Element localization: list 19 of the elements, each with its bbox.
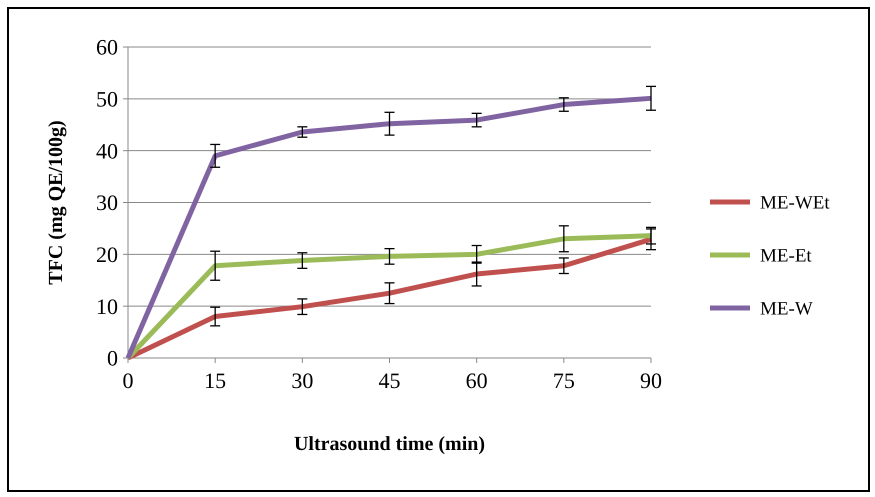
y-tick-label: 10 [96, 294, 118, 319]
x-tick-label: 75 [552, 368, 575, 393]
x-tick-label: 60 [466, 368, 488, 393]
x-axis-title: Ultrasound time (min) [294, 433, 486, 455]
x-tick-label: 45 [378, 368, 400, 393]
x-tick-label: 0 [122, 368, 134, 393]
y-tick-label: 20 [96, 242, 118, 268]
y-tick-label: 0 [107, 346, 118, 371]
y-tick-label: 60 [96, 34, 118, 60]
y-tick-label: 50 [96, 86, 118, 112]
legend-label: ME-WEt [760, 192, 830, 214]
x-tick-label: 90 [640, 368, 662, 393]
legend-label: ME-Et [760, 246, 812, 267]
x-tick-label: 30 [291, 368, 314, 393]
y-axis-title: TFC (mg QE/100g) [45, 120, 67, 285]
y-tick-label: 30 [96, 190, 118, 216]
legend-label: ME-W [760, 298, 813, 320]
y-tick-label: 40 [96, 138, 118, 164]
x-tick-label: 15 [204, 368, 226, 393]
